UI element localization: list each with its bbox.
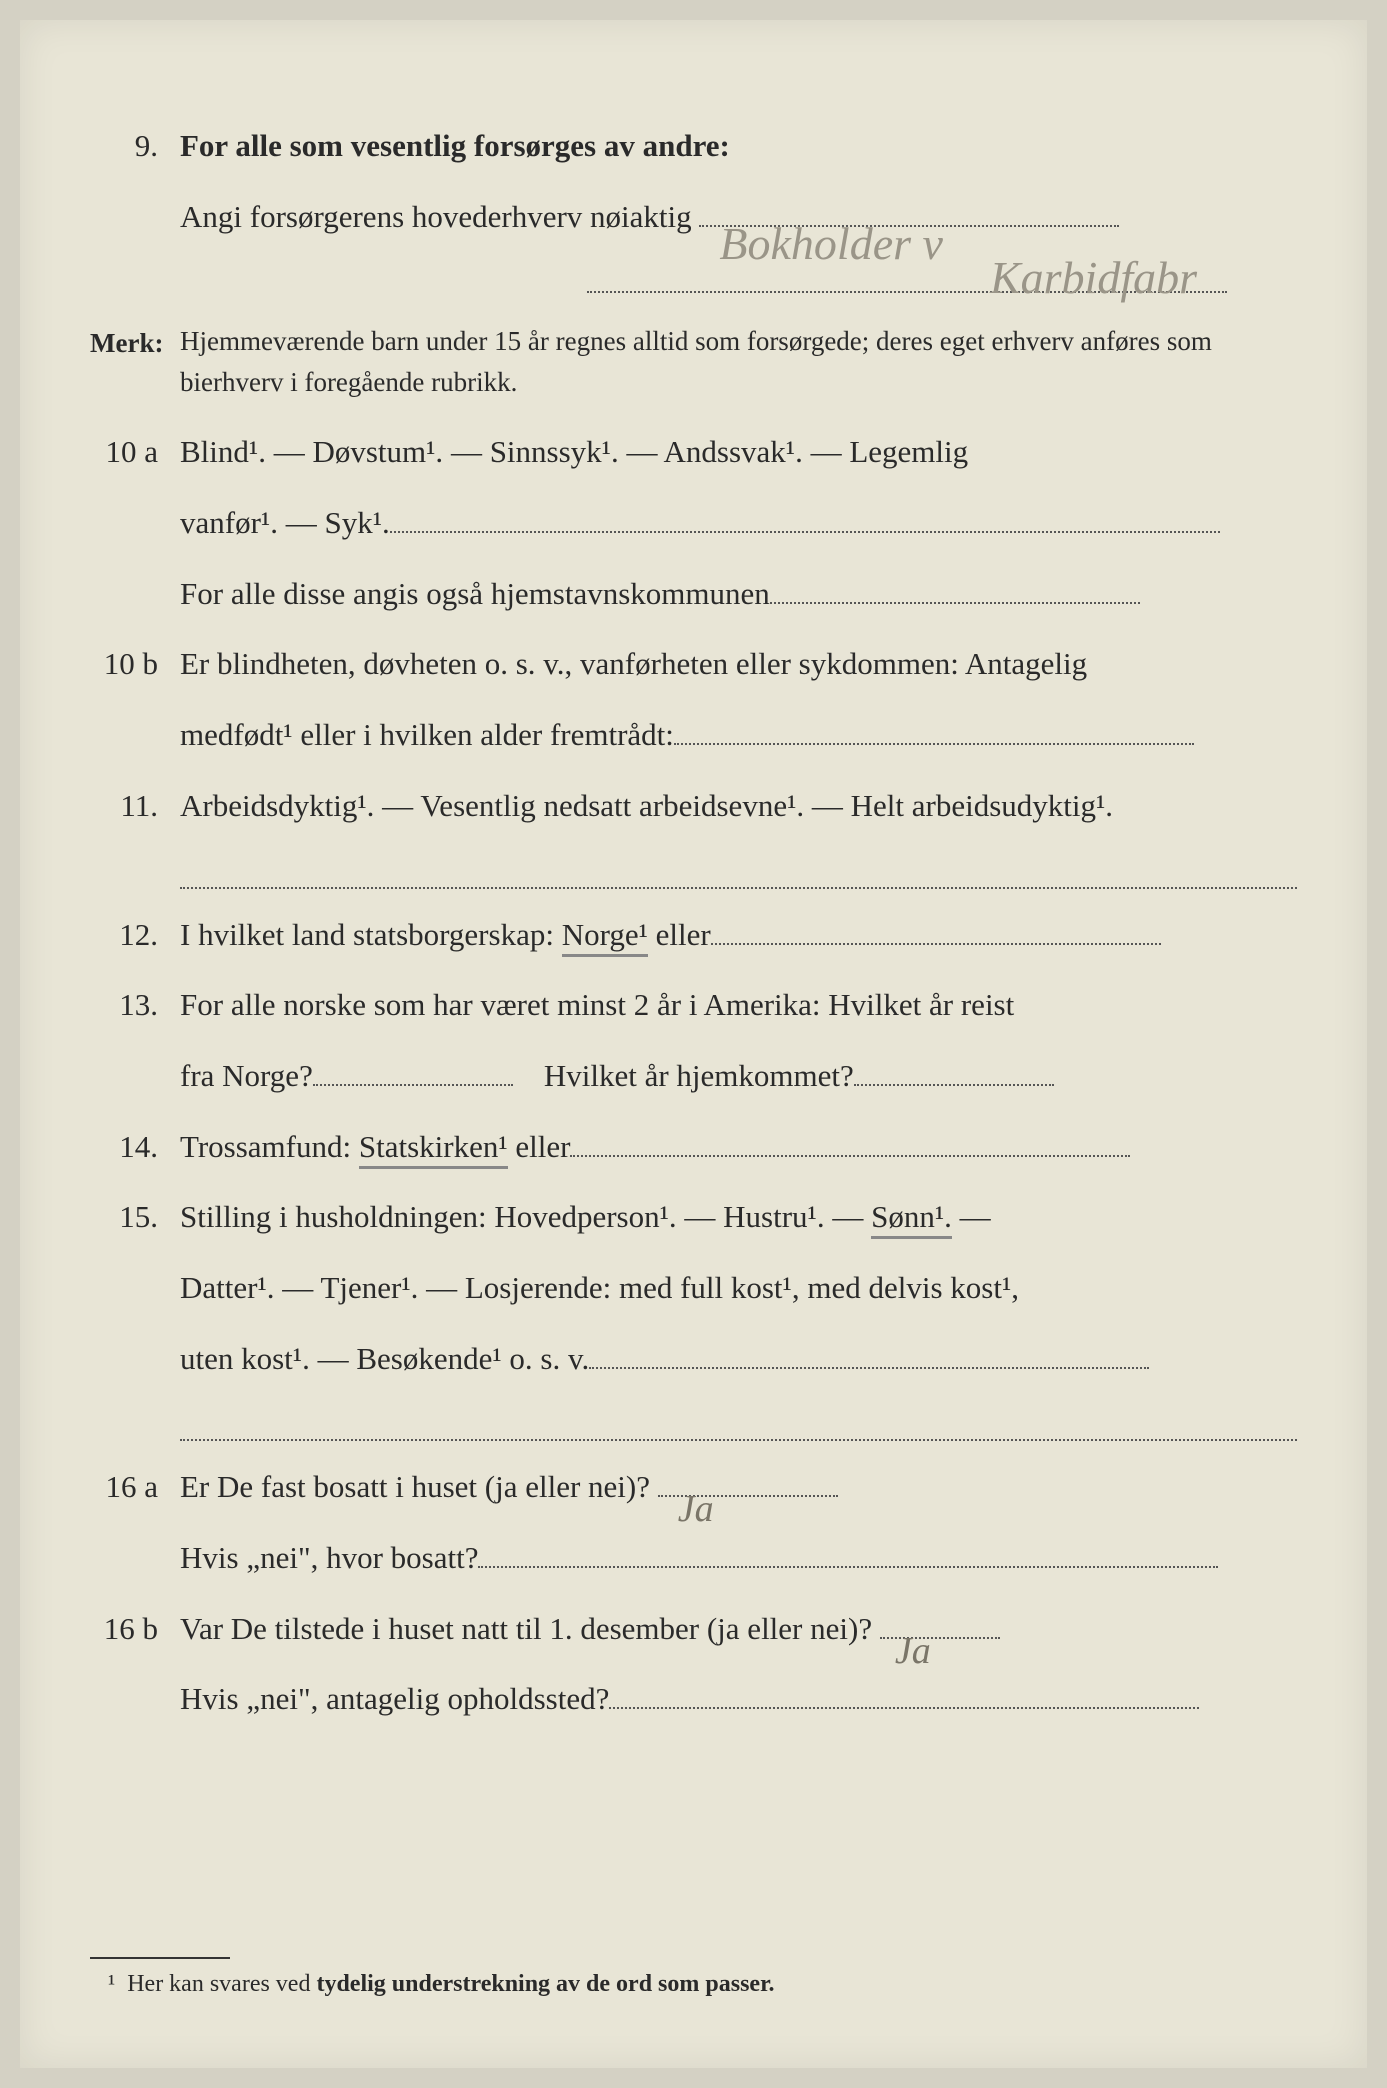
q10a-line3: For alle disse angis også hjemstavnskomm… xyxy=(180,576,770,611)
q14-selected: Statskirken¹ xyxy=(359,1129,508,1169)
q16b-number: 16 b xyxy=(90,1603,180,1656)
q9-row2: Angi forsørgerens hovederhverv nøiaktig … xyxy=(90,191,1297,244)
q11-text: Arbeidsdyktig¹. — Vesentlig nedsatt arbe… xyxy=(180,780,1297,833)
footnote-pre: Her kan svares ved xyxy=(127,1971,316,1997)
q10b-blank[interactable] xyxy=(674,743,1194,745)
q13-blank1[interactable] xyxy=(313,1084,513,1086)
q12-blank[interactable] xyxy=(711,943,1161,945)
q10a-number: 10 a xyxy=(90,426,180,479)
q12-number: 12. xyxy=(90,909,180,962)
q10a-options: Blind¹. — Døvstum¹. — Sinnssyk¹. — Andss… xyxy=(180,426,1297,479)
q14-row: 14. Trossamfund: Statskirken¹ eller xyxy=(90,1121,1297,1174)
q15-row1: 15. Stilling i husholdningen: Hovedperso… xyxy=(90,1191,1297,1244)
q15-blank[interactable] xyxy=(589,1367,1149,1369)
q13-line1: For alle norske som har været minst 2 år… xyxy=(180,979,1297,1032)
q9-handwriting2: Karbidfabr xyxy=(990,251,1197,304)
q16b-line1: Var De tilstede i huset natt til 1. dese… xyxy=(180,1611,872,1646)
q13-number: 13. xyxy=(90,979,180,1032)
q16b-row2: Hvis „nei", antagelig opholdssted? xyxy=(90,1673,1297,1726)
q10a-row1: 10 a Blind¹. — Døvstum¹. — Sinnssyk¹. — … xyxy=(90,426,1297,479)
q9-prompt: Angi forsørgerens hovederhverv nøiaktig … xyxy=(180,191,1297,244)
q13-line2b: Hvilket år hjemkommet? xyxy=(544,1058,854,1093)
q12-row: 12. I hvilket land statsborgerskap: Norg… xyxy=(90,909,1297,962)
q9-row1: 9. For alle som vesentlig forsørges av a… xyxy=(90,120,1297,173)
q10a-opt3: Andssvak¹. xyxy=(664,434,803,469)
footnote-bold: tydelig understrekning av de ord som pas… xyxy=(316,1971,774,1997)
footnote-rule xyxy=(90,1957,230,1959)
q12-selected: Norge¹ xyxy=(562,917,648,957)
q11-number: 11. xyxy=(90,780,180,833)
q16a-line1: Er De fast bosatt i huset (ja eller nei)… xyxy=(180,1469,650,1504)
q15-pre: Stilling i husholdningen: Hovedperson¹. … xyxy=(180,1199,871,1234)
q16a-blank2[interactable] xyxy=(478,1566,1218,1568)
q14-blank[interactable] xyxy=(570,1155,1130,1157)
q9-number: 9. xyxy=(90,120,180,173)
q16a-number: 16 a xyxy=(90,1461,180,1514)
q15-blank2[interactable] xyxy=(180,1403,1297,1441)
q9-blank1[interactable]: Bokholder v xyxy=(699,225,1119,227)
q13-row1: 13. For alle norske som har været minst … xyxy=(90,979,1297,1032)
q10b-row1: 10 b Er blindheten, døvheten o. s. v., v… xyxy=(90,638,1297,691)
merk-text: Hjemmeværende barn under 15 år regnes al… xyxy=(180,321,1297,402)
q16b-row1: 16 b Var De tilstede i huset natt til 1.… xyxy=(90,1603,1297,1656)
merk-row: Merk: Hjemmeværende barn under 15 år reg… xyxy=(90,321,1297,402)
q16a-row1: 16 a Er De fast bosatt i huset (ja eller… xyxy=(90,1461,1297,1514)
q10b-number: 10 b xyxy=(90,638,180,691)
q10a-opt2: Sinnssyk¹. xyxy=(490,434,619,469)
q15-line3: uten kost¹. — Besøkende¹ o. s. v. xyxy=(180,1341,589,1376)
q9-row3: Karbidfabr xyxy=(180,261,1297,311)
q13-line2a: fra Norge? xyxy=(180,1058,313,1093)
footnote-block: ¹ Her kan svares ved tydelig understrekn… xyxy=(90,1917,1297,1998)
q12-post: eller xyxy=(648,917,711,952)
q15-post: — xyxy=(952,1199,991,1234)
q14-post: eller xyxy=(508,1129,571,1164)
q11-row: 11. Arbeidsdyktig¹. — Vesentlig nedsatt … xyxy=(90,780,1297,833)
q14-number: 14. xyxy=(90,1121,180,1174)
q10a-opt5: Syk¹. xyxy=(324,505,389,540)
q10b-text: Er blindheten, døvheten o. s. v., vanfør… xyxy=(180,638,1297,691)
merk-label: Merk: xyxy=(90,321,180,402)
q13-row2: fra Norge? Hvilket år hjemkommet? xyxy=(90,1050,1297,1103)
q16b-line2: Hvis „nei", antagelig opholdssted? xyxy=(180,1681,609,1716)
q12-pre: I hvilket land statsborgerskap: xyxy=(180,917,562,952)
q10b-row2: medfødt¹ eller i hvilken alder fremtrådt… xyxy=(90,709,1297,762)
q16b-handwriting: Ja xyxy=(895,1619,931,1684)
q10a-row3: For alle disse angis også hjemstavnskomm… xyxy=(90,568,1297,621)
q10a-opt0: Blind¹. xyxy=(180,434,266,469)
q15-line2: Datter¹. — Tjener¹. — Losjerende: med fu… xyxy=(180,1262,1297,1315)
q16b-blank2[interactable] xyxy=(609,1707,1199,1709)
q16a-line2: Hvis „nei", hvor bosatt? xyxy=(180,1540,478,1575)
q15-number: 15. xyxy=(90,1191,180,1244)
q14-pre: Trossamfund: xyxy=(180,1129,359,1164)
form-page: 9. For alle som vesentlig forsørges av a… xyxy=(20,20,1367,2068)
q10a-blank2[interactable] xyxy=(770,602,1140,604)
q11-blank[interactable] xyxy=(180,851,1297,889)
q13-blank2[interactable] xyxy=(854,1084,1054,1086)
q15-row3: uten kost¹. — Besøkende¹ o. s. v. xyxy=(90,1333,1297,1386)
q15-selected: Sønn¹. xyxy=(871,1199,952,1239)
q10a-row2: vanfør¹. — Syk¹. xyxy=(90,497,1297,550)
q16b-blank1[interactable]: Ja xyxy=(880,1637,1000,1639)
q10a-blank[interactable] xyxy=(390,531,1220,533)
q15-row2: Datter¹. — Tjener¹. — Losjerende: med fu… xyxy=(90,1262,1297,1315)
footnote-text: ¹ Her kan svares ved tydelig understrekn… xyxy=(90,1971,1297,1998)
q9-prompt-text: Angi forsørgerens hovederhverv nøiaktig xyxy=(180,199,692,234)
q16a-blank1[interactable]: Ja xyxy=(658,1495,838,1497)
footnote-marker: ¹ xyxy=(108,1971,115,1997)
q10a-opt1: Døvstum¹. xyxy=(312,434,443,469)
q9-heading: For alle som vesentlig forsørges av andr… xyxy=(180,120,1297,173)
q16a-handwriting: Ja xyxy=(678,1477,714,1542)
